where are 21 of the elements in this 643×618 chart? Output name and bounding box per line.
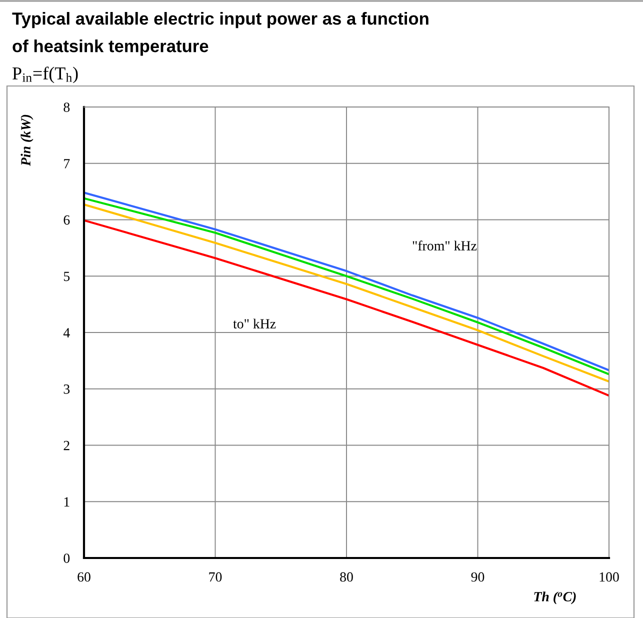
y-tick-label: 4	[63, 328, 70, 338]
y-tick-label: 6	[64, 215, 70, 225]
annotation: "from" kHz	[412, 240, 477, 250]
line-series	[84, 219, 609, 397]
chart-title: Typical available electric input power as a function of heatsink temperature	[12, 12, 428, 56]
x-tick-label: 90	[471, 572, 484, 582]
x-tick-label: 100	[600, 572, 619, 582]
y-tick-label: 3	[64, 384, 70, 394]
y-tick-label: 7	[64, 159, 70, 168]
x-axis-title: Th ($^{o}$C)	[534, 592, 576, 604]
y-tick-label: 2	[64, 440, 70, 450]
x-tick-label: 70	[209, 572, 222, 582]
annotation: to" kHz	[233, 318, 276, 328]
y-tick-label: 1	[64, 497, 70, 506]
y-tick-label: 5	[64, 272, 70, 282]
y-tick-label: 0	[64, 554, 70, 563]
y-tick-label: 8	[64, 102, 70, 112]
y-axis-title: Pin (kW)	[20, 114, 34, 166]
x-tick-label: 60	[78, 572, 90, 582]
chart-subtitle: P$_{in}$=f(T$_{h}$)	[12, 66, 78, 84]
x-tick-label: 80	[340, 572, 353, 582]
